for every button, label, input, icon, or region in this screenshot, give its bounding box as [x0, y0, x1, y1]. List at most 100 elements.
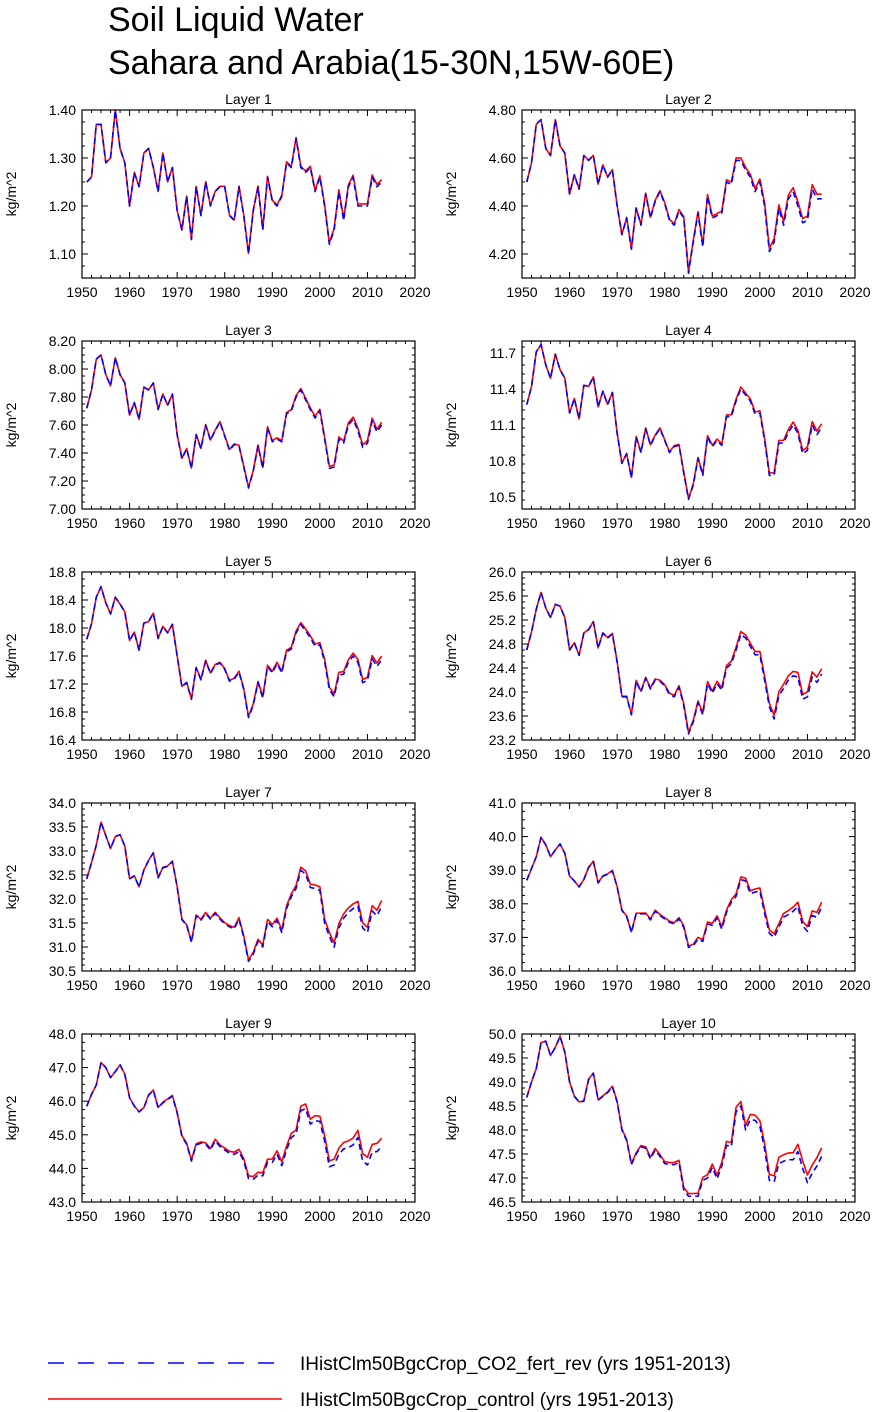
y-tick-label: 49.0: [489, 1074, 516, 1090]
y-axis-label: kg/m^2: [3, 864, 19, 909]
x-tick-label: 1980: [649, 977, 680, 993]
x-tick-label: 2020: [399, 284, 430, 300]
y-tick-label: 24.8: [489, 636, 516, 652]
plot-frame: [521, 340, 856, 510]
panel-layer-6: Layer 6 kg/m^2 1950 1960 1970 1980 1990 2000 201…: [443, 553, 871, 762]
x-tick-label: 1950: [506, 284, 537, 300]
panel-layer-10: Layer 10 kg/m^2 1950 1960 1970 1980 1990 2000 20…: [443, 1015, 871, 1224]
figure-title-line2: Sahara and Arabia(15-30N,15W-60E): [108, 44, 674, 82]
y-tick-label: 47.5: [489, 1146, 516, 1162]
x-tick-label: 2010: [792, 1208, 823, 1224]
y-axis-label: kg/m^2: [443, 633, 459, 678]
x-tick-label: 1970: [162, 977, 193, 993]
x-tick-label: 1990: [697, 977, 728, 993]
x-tick-label: 1990: [697, 1208, 728, 1224]
y-tick-label: 49.5: [489, 1050, 516, 1066]
y-axis-label: kg/m^2: [3, 402, 19, 447]
y-tick-label: 31.0: [49, 939, 76, 955]
series-control-line: [86, 1061, 383, 1178]
plot-frame: [81, 1033, 416, 1203]
panel-title: Layer 4: [665, 322, 712, 338]
series-control-line: [86, 109, 383, 255]
y-tick-label: 18.8: [49, 564, 76, 580]
y-tick-label: 11.1: [490, 417, 516, 433]
y-tick-label: 16.8: [49, 704, 76, 720]
series-co2-fert-line: [85, 585, 383, 719]
x-tick-label: 2010: [352, 284, 383, 300]
y-tick-label: 44.0: [49, 1160, 76, 1176]
plot-frame: [81, 571, 416, 741]
y-tick-label: 1.20: [49, 198, 76, 214]
y-tick-label: 32.0: [49, 891, 76, 907]
x-tick-label: 1980: [209, 746, 240, 762]
x-tick-label: 2000: [304, 977, 335, 993]
y-tick-label: 17.6: [49, 648, 76, 664]
x-tick-label: 1950: [506, 1208, 537, 1224]
x-tick-label: 1960: [114, 1208, 145, 1224]
x-tick-label: 2000: [744, 1208, 775, 1224]
panel-layer-4: Layer 4 kg/m^2 1950 1960 1970 1980 1990 2000 201…: [443, 322, 871, 531]
y-tick-label: 37.0: [489, 929, 516, 945]
panel-layer-2: Layer 2 kg/m^2 1950 1960 1970 1980 1990 2000 201…: [443, 91, 871, 300]
x-tick-label: 1950: [66, 746, 97, 762]
plot-frame: [521, 802, 856, 972]
x-tick-label: 1970: [162, 515, 193, 531]
x-tick-label: 2000: [744, 515, 775, 531]
series-co2-fert-line: [526, 836, 823, 949]
x-tick-label: 1990: [257, 746, 288, 762]
x-tick-label: 1960: [114, 515, 145, 531]
plot-frame: [81, 340, 416, 510]
y-tick-label: 30.5: [49, 963, 76, 979]
y-tick-label: 31.5: [49, 915, 76, 931]
y-tick-label: 46.0: [49, 1093, 76, 1109]
y-tick-label: 34.0: [49, 795, 76, 811]
x-tick-label: 2000: [744, 746, 775, 762]
y-tick-label: 11.4: [490, 381, 516, 397]
y-tick-label: 48.0: [49, 1026, 76, 1042]
x-tick-label: 1980: [649, 746, 680, 762]
x-tick-label: 1950: [506, 515, 537, 531]
series-control-line: [525, 343, 823, 500]
y-tick-label: 26.0: [489, 564, 516, 580]
x-tick-label: 2010: [792, 977, 823, 993]
x-tick-label: 1970: [162, 1208, 193, 1224]
y-axis-label: kg/m^2: [443, 402, 459, 447]
y-tick-label: 48.0: [489, 1122, 516, 1138]
x-tick-label: 2010: [352, 977, 383, 993]
y-tick-label: 4.60: [489, 150, 516, 166]
series-co2-fert-line: [86, 109, 383, 255]
y-axis-label: kg/m^2: [3, 1095, 19, 1140]
x-tick-label: 2000: [304, 746, 335, 762]
x-tick-label: 1990: [257, 515, 288, 531]
x-tick-label: 1980: [209, 284, 240, 300]
y-axis-label: kg/m^2: [3, 633, 19, 678]
y-tick-label: 38.0: [489, 896, 516, 912]
x-tick-label: 2020: [399, 746, 430, 762]
y-tick-label: 24.4: [489, 660, 516, 676]
panel-title: Layer 10: [661, 1015, 716, 1031]
y-tick-label: 16.4: [49, 732, 76, 748]
series-co2-fert-line: [86, 1061, 383, 1180]
x-tick-label: 1990: [257, 977, 288, 993]
y-tick-label: 47.0: [489, 1170, 516, 1186]
series-co2-fert-line: [525, 1035, 823, 1198]
x-tick-label: 2010: [792, 284, 823, 300]
panels-grid: Layer 1 kg/m^2 1950 1960 1970 1980 1990 2000 201…: [3, 91, 871, 1224]
x-tick-label: 1970: [602, 977, 633, 993]
x-tick-label: 1980: [649, 1208, 680, 1224]
x-tick-label: 2000: [744, 284, 775, 300]
series-co2-fert-line: [525, 591, 823, 735]
series-control-line: [526, 836, 823, 947]
x-tick-label: 1950: [66, 977, 97, 993]
x-tick-label: 1980: [209, 1208, 240, 1224]
series-co2-fert-line: [85, 821, 383, 963]
y-tick-label: 1.10: [49, 246, 76, 262]
panel-layer-9: Layer 9 kg/m^2 1950 1960 1970 1980 1990 2000 201…: [3, 1015, 431, 1224]
plot-frame: [81, 802, 416, 972]
y-tick-label: 7.40: [49, 445, 76, 461]
series-control-line: [85, 585, 383, 718]
x-tick-label: 2020: [839, 1208, 870, 1224]
x-tick-label: 1950: [66, 515, 97, 531]
x-tick-label: 2010: [352, 515, 383, 531]
y-axis-label: kg/m^2: [443, 171, 459, 216]
